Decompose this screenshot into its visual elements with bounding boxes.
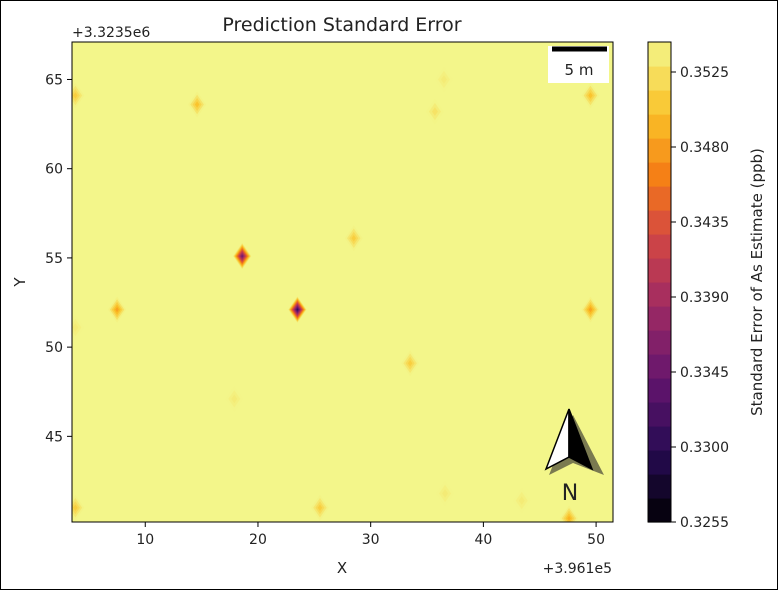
scale-bar: 5 m — [548, 46, 609, 83]
colorbar-tick-label: 0.3390 — [680, 290, 729, 306]
colorbar-band — [648, 474, 671, 499]
colorbar-band — [648, 426, 671, 451]
colorbar-band — [648, 90, 671, 115]
colorbar-band — [648, 66, 671, 91]
contour-minimum — [73, 92, 78, 99]
y-axis-label: Y — [11, 277, 29, 288]
contour-minimum — [296, 308, 299, 311]
colorbar-tick-label: 0.3300 — [680, 440, 729, 456]
colorbar-band — [648, 186, 671, 211]
contour-minimum — [567, 515, 571, 522]
colorbar-band — [648, 234, 671, 259]
colorbar-tick-label: 0.3480 — [680, 140, 729, 156]
contour-minimum — [241, 254, 244, 258]
north-arrow-label: N — [562, 481, 578, 506]
x-tick-label: 30 — [362, 532, 380, 548]
plot-background — [72, 42, 613, 522]
contour-minimum — [194, 101, 200, 108]
colorbar-tick-label: 0.3345 — [680, 365, 729, 381]
contour-minimum — [231, 394, 238, 404]
colorbar-band — [648, 162, 671, 187]
x-offset-label: +3.961e5 — [543, 561, 612, 577]
north-arrow: N — [544, 408, 604, 506]
contour-minimum — [588, 307, 593, 313]
contour-features — [72, 66, 600, 522]
colorbar-band — [648, 498, 671, 523]
scale-bar-box — [548, 46, 609, 83]
contour-minimum — [440, 75, 447, 84]
contour-minimum — [73, 504, 78, 511]
scale-bar-label: 5 m — [565, 61, 594, 79]
plot-frame — [71, 41, 614, 523]
x-tick-label: 40 — [474, 532, 492, 548]
contour-minimum — [407, 359, 413, 367]
colorbar-tick-label: 0.3435 — [680, 215, 729, 231]
x-axis: 10 20 30 40 50 — [136, 522, 605, 548]
colorbar-band — [648, 402, 671, 427]
chart-title: Prediction Standard Error — [222, 14, 461, 36]
colorbar-band — [648, 42, 671, 67]
colorbar-band — [648, 258, 671, 283]
north-arrow-right — [568, 408, 594, 471]
colorbar-frame — [647, 41, 672, 523]
x-tick-label: 20 — [249, 532, 267, 548]
contour-minimum — [115, 307, 119, 313]
x-axis-label: X — [337, 559, 347, 577]
contour-minimum — [518, 496, 525, 505]
y-tick-label: 55 — [45, 251, 63, 267]
colorbar-band — [648, 282, 671, 307]
x-tick-label: 10 — [136, 532, 154, 548]
colorbar-band — [648, 306, 671, 331]
y-axis: 45 50 55 60 65 — [45, 72, 72, 445]
colorbar-band — [648, 114, 671, 139]
colorbar-tick-label: 0.3255 — [680, 515, 729, 531]
x-tick-label: 50 — [587, 532, 605, 548]
colorbar-tick-label: 0.3525 — [680, 65, 729, 81]
contour-minimum — [351, 235, 357, 242]
colorbar-band — [648, 450, 671, 475]
contour-minimum — [442, 489, 449, 498]
y-offset-label: +3.3235e6 — [72, 25, 150, 41]
contour-minimum — [588, 92, 593, 99]
y-tick-label: 65 — [45, 72, 63, 88]
colorbar-label: Standard Error of As Estimate (ppb) — [748, 148, 766, 416]
colorbar-band — [648, 210, 671, 235]
colorbar-band — [648, 378, 671, 403]
contour-minimum — [431, 107, 438, 116]
contour-minimum — [72, 323, 79, 332]
y-tick-label: 50 — [45, 340, 63, 356]
y-tick-label: 60 — [45, 162, 63, 178]
colorbar-band — [648, 330, 671, 355]
contour-minimum — [317, 504, 323, 511]
colorbar-band — [648, 138, 671, 163]
y-tick-label: 45 — [45, 429, 63, 445]
colorbar: 0.3255 0.3300 0.3345 0.3390 0.3435 0.3480 0.35… — [647, 41, 766, 531]
colorbar-band — [648, 354, 671, 379]
